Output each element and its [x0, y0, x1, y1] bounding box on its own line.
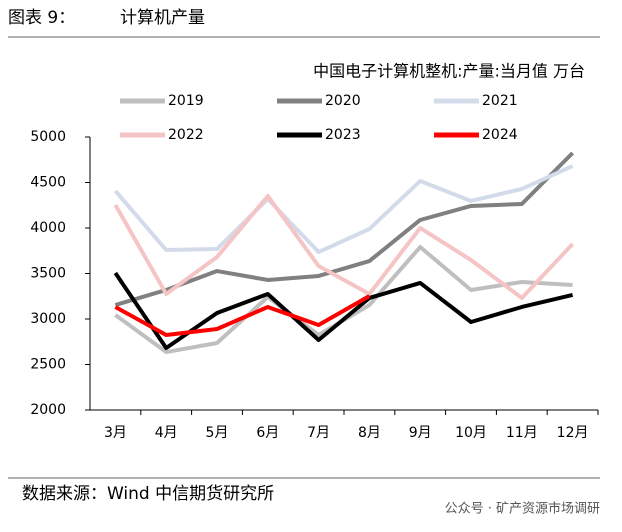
y-tick-label: 2000: [30, 402, 66, 418]
x-tick-label: 6月: [256, 425, 279, 441]
x-tick-label: 4月: [155, 425, 178, 441]
series-line: [113, 164, 574, 255]
x-tick-label: 5月: [206, 425, 229, 441]
x-tick-label: 12月: [557, 425, 589, 441]
y-tick-label: 3500: [30, 266, 66, 282]
chart-title: 中国电子计算机整机:产量:当月值 万台: [313, 62, 585, 81]
legend-label: 2022: [168, 127, 204, 143]
header-title: 计算机产量: [120, 8, 205, 28]
legend-label: 2021: [482, 93, 518, 109]
y-tick-label: 4000: [30, 220, 66, 236]
series-line: [113, 193, 575, 300]
header-label: 图表 9：: [8, 8, 75, 28]
legend-label: 2024: [482, 127, 518, 143]
x-tick-label: 9月: [409, 425, 432, 441]
y-tick-label: 2500: [30, 357, 66, 373]
watermark: 公众号 · 矿产资源市场调研: [445, 501, 600, 517]
y-tick-label: 5000: [30, 129, 66, 145]
x-tick-label: 8月: [358, 425, 381, 441]
x-tick-label: 10月: [455, 425, 487, 441]
legend-label: 2020: [325, 93, 361, 109]
series-line: [114, 151, 575, 307]
source: 数据来源：Wind 中信期货研究所: [22, 484, 274, 504]
y-tick-label: 3000: [30, 311, 66, 327]
series-line: [114, 294, 371, 338]
legend-label: 2019: [168, 93, 204, 109]
legend-label: 2023: [325, 127, 361, 143]
x-tick-label: 7月: [307, 425, 330, 441]
y-tick-label: 4500: [30, 175, 66, 191]
x-tick-label: 11月: [506, 425, 538, 441]
x-tick-label: 3月: [104, 425, 127, 441]
